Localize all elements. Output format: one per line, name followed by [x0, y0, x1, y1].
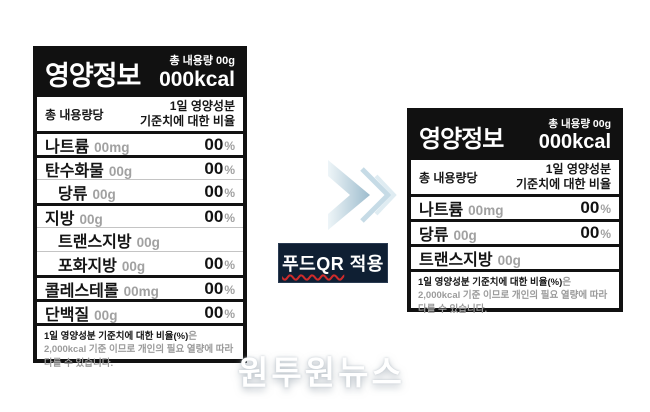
nutrient-percent: 00%: [204, 254, 235, 274]
nutrient-amount: 00g: [497, 253, 521, 268]
footnote-bold: 1일 영양성분 기준치에 대한 비율(%): [418, 277, 563, 288]
nutrient-percent: 00%: [204, 303, 235, 323]
nutrient-name: 콜레스테롤: [45, 282, 119, 300]
percent-unit: %: [224, 306, 235, 321]
daily-reference-label: 1일 영양성분 기준치에 대한 비율: [140, 99, 235, 128]
per-serving-row: 총 내용량당 1일 영양성분 기준치에 대한 비율: [411, 160, 619, 194]
percent-value: 00: [204, 158, 224, 178]
label-header: 영양정보 총 내용량 00g 000kcal: [411, 112, 619, 160]
percent-value: 00: [204, 253, 224, 273]
percent-unit: %: [600, 227, 611, 241]
nutrient-row: 콜레스테롤 00mg 00%: [37, 275, 243, 300]
nutrient-name: 트랜스지방: [58, 233, 132, 251]
label-footnote: 1일 영양성분 기준치에 대한 비율(%)은 2,000kcal 기준 이므로 …: [411, 269, 619, 320]
kcal-value: 000kcal: [538, 130, 611, 153]
nutrient-amount: 00mg: [123, 283, 159, 299]
nutrition-label-before: 영양정보 총 내용량 00g 000kcal 총 내용량당 1일 영양성분 기준…: [33, 46, 247, 369]
nutrient-name: 당류: [58, 185, 88, 203]
label-header-right: 총 내용량 00g 000kcal: [159, 55, 235, 92]
percent-value: 00: [204, 278, 224, 298]
nutrient-amount: 00mg: [468, 203, 504, 218]
percent-value: 00: [204, 134, 224, 154]
total-amount: 총 내용량 00g: [548, 118, 611, 131]
nutrient-percent: 00%: [580, 223, 611, 243]
nutrient-row: 나트륨 00mg 00%: [411, 194, 619, 219]
label-header-right: 총 내용량 00g 000kcal: [539, 118, 611, 153]
percent-unit: %: [600, 202, 611, 216]
nutrient-amount: 00g: [108, 163, 133, 179]
label-title: 영양정보: [419, 125, 504, 153]
watermark: 원투원뉴스: [238, 354, 405, 391]
footnote-rest: 은 2,000kcal 기준 이므로 개인의 필요 열량에 따라 다를 수 있습…: [44, 331, 234, 369]
nutrient-name: 트랜스지방: [419, 252, 493, 269]
nutrient-name: 단백질: [45, 306, 90, 324]
badge-rest-text: 적용: [344, 254, 384, 274]
nutrition-label-after: 영양정보 총 내용량 00g 000kcal 총 내용량당 1일 영양성분 기준…: [407, 108, 623, 315]
badge-underlined-text: 푸드QR: [282, 254, 345, 274]
nutrient-amount: 00g: [92, 186, 116, 202]
percent-value: 00: [204, 206, 224, 226]
percent-value: 00: [204, 302, 224, 322]
percent-unit: %: [224, 282, 235, 297]
nutrient-row: 지방 00g 00%: [37, 203, 243, 228]
percent-unit: %: [224, 162, 235, 177]
label-title: 영양정보: [45, 61, 141, 91]
nutrient-rows: 나트륨 00mg 00% 당류 00g 00% 트랜스지방 00g: [411, 194, 619, 269]
nutrient-row: 당류 00g 00%: [37, 179, 243, 203]
footnote-bold: 1일 영양성분 기준치에 대한 비율(%): [44, 331, 189, 342]
nutrient-row: 탄수화물 00g 00%: [37, 155, 243, 180]
nutrient-amount: 00g: [94, 307, 118, 323]
daily-reference-label: 1일 영양성분 기준치에 대한 비율: [516, 162, 611, 191]
nutrient-amount: 00g: [136, 234, 160, 250]
nutrient-row: 당류 00g 00%: [411, 219, 619, 244]
per-serving-label: 총 내용량당: [45, 107, 104, 122]
percent-unit: %: [224, 185, 235, 200]
nutrient-amount: 00mg: [94, 139, 130, 155]
nutrient-amount: 00g: [453, 228, 477, 243]
nutrient-rows: 나트륨 00mg 00% 탄수화물 00g 00% 당류 00g 00% 지방 00g 00% 트랜스지…: [37, 131, 243, 324]
percent-value: 00: [580, 198, 600, 217]
nutrient-row: 단백질 00g 00%: [37, 299, 243, 324]
label-header: 영양정보 총 내용량 00g 000kcal: [37, 50, 243, 97]
nutrient-name: 나트륨: [45, 138, 90, 156]
percent-unit: %: [224, 138, 235, 153]
nutrient-row: 포화지방 00g 00%: [37, 251, 243, 275]
chevron-right-icon: [328, 160, 397, 230]
total-amount: 총 내용량 00g: [169, 55, 235, 68]
percent-value: 00: [204, 181, 224, 201]
kcal-value: 000kcal: [159, 67, 235, 91]
nutrient-percent: 00%: [204, 135, 235, 155]
nutrient-row: 나트륨 00mg 00%: [37, 131, 243, 156]
nutrient-row: 트랜스지방 00g: [411, 244, 619, 269]
label-footnote: 1일 영양성분 기준치에 대한 비율(%)은 2,000kcal 기준 이므로 …: [37, 323, 243, 374]
nutrient-name: 당류: [419, 227, 449, 244]
nutrient-row: 트랜스지방 00g: [37, 227, 243, 251]
percent-unit: %: [224, 257, 235, 272]
nutrient-name: 포화지방: [58, 257, 117, 275]
nutrient-percent: 00%: [204, 182, 235, 202]
nutrient-percent: 00%: [204, 279, 235, 299]
food-qr-badge: 푸드QR 적용: [278, 243, 388, 283]
nutrient-percent: 00%: [204, 159, 235, 179]
nutrient-name: 나트륨: [419, 202, 464, 219]
nutrient-percent: 00%: [580, 198, 611, 218]
per-serving-label: 총 내용량당: [419, 170, 478, 185]
percent-unit: %: [224, 210, 235, 225]
nutrient-amount: 00g: [79, 211, 103, 227]
nutrient-percent: 00%: [204, 207, 235, 227]
nutrient-amount: 00g: [121, 258, 146, 274]
nutrient-name: 탄수화물: [45, 162, 104, 180]
per-serving-row: 총 내용량당 1일 영양성분 기준치에 대한 비율: [37, 97, 243, 131]
nutrient-name: 지방: [45, 210, 75, 228]
percent-value: 00: [580, 223, 600, 242]
footnote-rest: 은 2,000kcal 기준 이므로 개인의 필요 열량에 따라 다를 수 있습…: [418, 277, 608, 315]
